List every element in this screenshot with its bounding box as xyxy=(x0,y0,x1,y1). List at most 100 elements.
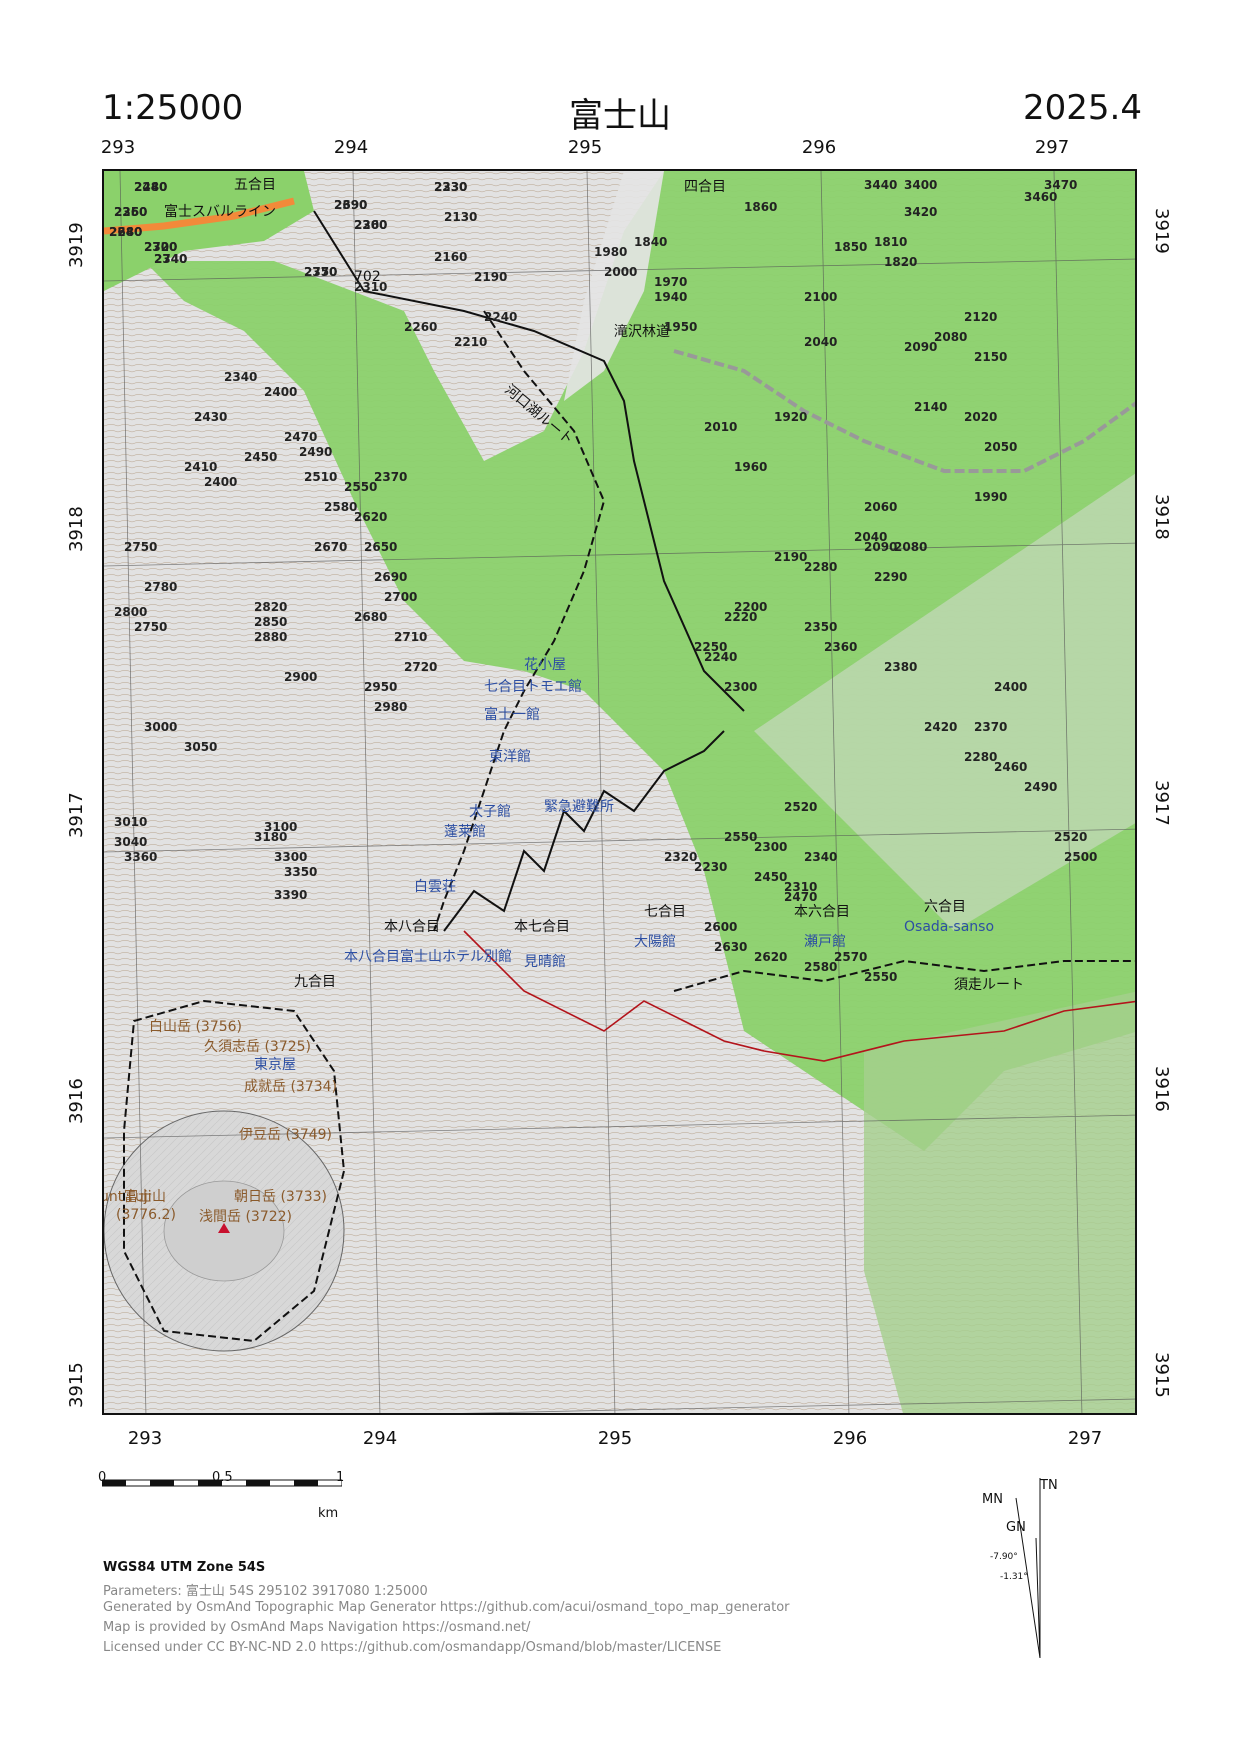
grid-northing-label: 3916 xyxy=(1151,1066,1172,1112)
elevation-label: 2500 xyxy=(1064,850,1097,864)
elevation-label: 1980 xyxy=(594,245,627,259)
scale-bar xyxy=(102,1479,342,1487)
elevation-label: 2300 xyxy=(724,680,757,694)
elevation-label: 2510 xyxy=(304,470,337,484)
elevation-label: 2290 xyxy=(874,570,907,584)
magnetic-declination: -7.90° xyxy=(990,1552,1018,1562)
elevation-label: 3400 xyxy=(904,178,937,192)
elevation-label: 2480 xyxy=(134,180,167,194)
elevation-label: 3390 xyxy=(274,888,307,902)
elevation-label: 3100 xyxy=(264,820,297,834)
elevation-label: 2690 xyxy=(374,570,407,584)
elevation-label: 1950 xyxy=(664,320,697,334)
elevation-label: 1860 xyxy=(744,200,777,214)
elevation-label: 2650 xyxy=(364,540,397,554)
elevation-label: 2090 xyxy=(864,540,897,554)
elevation-label: 2060 xyxy=(864,500,897,514)
elevation-label: 2340 xyxy=(154,252,187,266)
elevation-label: 2520 xyxy=(784,800,817,814)
elevation-label: 2580 xyxy=(324,500,357,514)
elevation-label: 2360 xyxy=(824,640,857,654)
road-label: 富士スバルライン xyxy=(164,203,276,220)
elevation-label: 2740 xyxy=(154,252,187,266)
elevation-label: 3000 xyxy=(144,720,177,734)
grid-convergence: -1.31° xyxy=(1000,1572,1028,1582)
hut-label: 瀬戸館 xyxy=(804,933,846,950)
road-label: 702 xyxy=(354,269,381,285)
map-canvas[interactable]: 五合目 四合目 六合目 七合目 本六合目 本七合目 本八合目 九合目 七合目トモ… xyxy=(104,171,1137,1415)
elevation-label: 2680 xyxy=(354,610,387,624)
elevation-label: 2390 xyxy=(334,198,367,212)
hut-label: 緊急避難所 xyxy=(544,799,614,815)
grid-northing-label: 3916 xyxy=(66,1078,87,1124)
grid-north-label: GN xyxy=(1006,1520,1026,1535)
red-route xyxy=(463,930,1135,1062)
elevation-label: 1960 xyxy=(734,460,767,474)
elevation-label: 2690 xyxy=(334,198,367,212)
scale-unit: km xyxy=(318,1506,339,1521)
elevation-label: 3360 xyxy=(124,850,157,864)
hut-label: 花小屋 xyxy=(524,657,566,673)
elevation-label: 2900 xyxy=(284,670,317,684)
elevation-label: 2350 xyxy=(114,205,147,219)
elevation-label: 2490 xyxy=(299,445,332,459)
elevation-label: 2160 xyxy=(434,250,467,264)
grid-easting-label: 295 xyxy=(597,1428,633,1449)
elevation-label: 2200 xyxy=(734,600,767,614)
station-label: 五合目 xyxy=(234,177,276,193)
grid-easting-label: 297 xyxy=(1067,1428,1103,1449)
elevation-labels: 2240226022802320234023502390220022302130… xyxy=(109,178,1097,984)
grid-northing-label: 3918 xyxy=(1151,494,1172,540)
elevation-label: 2420 xyxy=(924,720,957,734)
hut-label: 蓬莱館 xyxy=(444,823,486,840)
scale-tick-label: 0.5 xyxy=(212,1470,233,1485)
elevation-label: 1940 xyxy=(654,290,687,304)
map-scale-title: 1:25000 xyxy=(102,88,244,128)
grid-northing-label: 3918 xyxy=(66,506,87,552)
grid-easting-label: 296 xyxy=(801,137,837,158)
road-label: 滝沢林道 xyxy=(614,324,670,340)
hut-label: 東洋館 xyxy=(489,748,531,765)
provider-credit: Map is provided by OsmAnd Maps Navigatio… xyxy=(103,1620,531,1635)
true-north-label: TN xyxy=(1040,1478,1058,1493)
elevation-label: 2230 xyxy=(694,860,727,874)
elevation-label: 1820 xyxy=(884,255,917,269)
peak-label: 成就岳 (3734) xyxy=(244,1079,337,1095)
elevation-label: 2040 xyxy=(854,530,887,544)
trail-kawaguchiko xyxy=(433,310,606,932)
elevation-label: 2150 xyxy=(974,350,1007,364)
grid-northing-label: 3919 xyxy=(66,222,87,268)
road-subaru-line xyxy=(104,197,295,235)
station-label: 本六合目 xyxy=(794,904,850,920)
elevation-label: 2010 xyxy=(704,420,737,434)
hut-label: 白雲荘 xyxy=(414,879,456,895)
elevation-label: 2280 xyxy=(964,750,997,764)
road-takizawa xyxy=(673,349,1135,473)
road-label: 須走ルート xyxy=(954,977,1024,993)
elevation-label: 2230 xyxy=(434,180,467,194)
peak-label: 久須志岳 (3725) xyxy=(204,1039,311,1055)
elevation-label: 2400 xyxy=(264,385,297,399)
elevation-label: 2350 xyxy=(804,620,837,634)
elevation-label: 2280 xyxy=(804,560,837,574)
elevation-label: 2550 xyxy=(344,480,377,494)
elevation-label: 1990 xyxy=(974,490,1007,504)
elevation-label: 2620 xyxy=(754,950,787,964)
elevation-label: 2750 xyxy=(134,620,167,634)
elevation-label: 2640 xyxy=(109,225,142,239)
elevation-label: 2250 xyxy=(694,640,727,654)
forest-area xyxy=(864,991,1135,1413)
grid-easting-label: 297 xyxy=(1034,137,1070,158)
grid-easting-label: 293 xyxy=(127,1428,163,1449)
elevation-label: 2410 xyxy=(184,460,217,474)
topographic-map[interactable]: 五合目 四合目 六合目 七合目 本六合目 本七合目 本八合目 九合目 七合目トモ… xyxy=(102,169,1137,1415)
elevation-label: 2130 xyxy=(444,210,477,224)
summit-triangle-icon xyxy=(218,1223,230,1233)
elevation-label: 2490 xyxy=(1024,780,1057,794)
elevation-label: 1850 xyxy=(834,240,867,254)
station-label: 本七合目 xyxy=(514,919,570,935)
elevation-label: 2450 xyxy=(244,450,277,464)
trail-main xyxy=(313,210,745,712)
hut-label: 太子館 xyxy=(469,803,511,820)
elevation-label: 2050 xyxy=(984,440,1017,454)
